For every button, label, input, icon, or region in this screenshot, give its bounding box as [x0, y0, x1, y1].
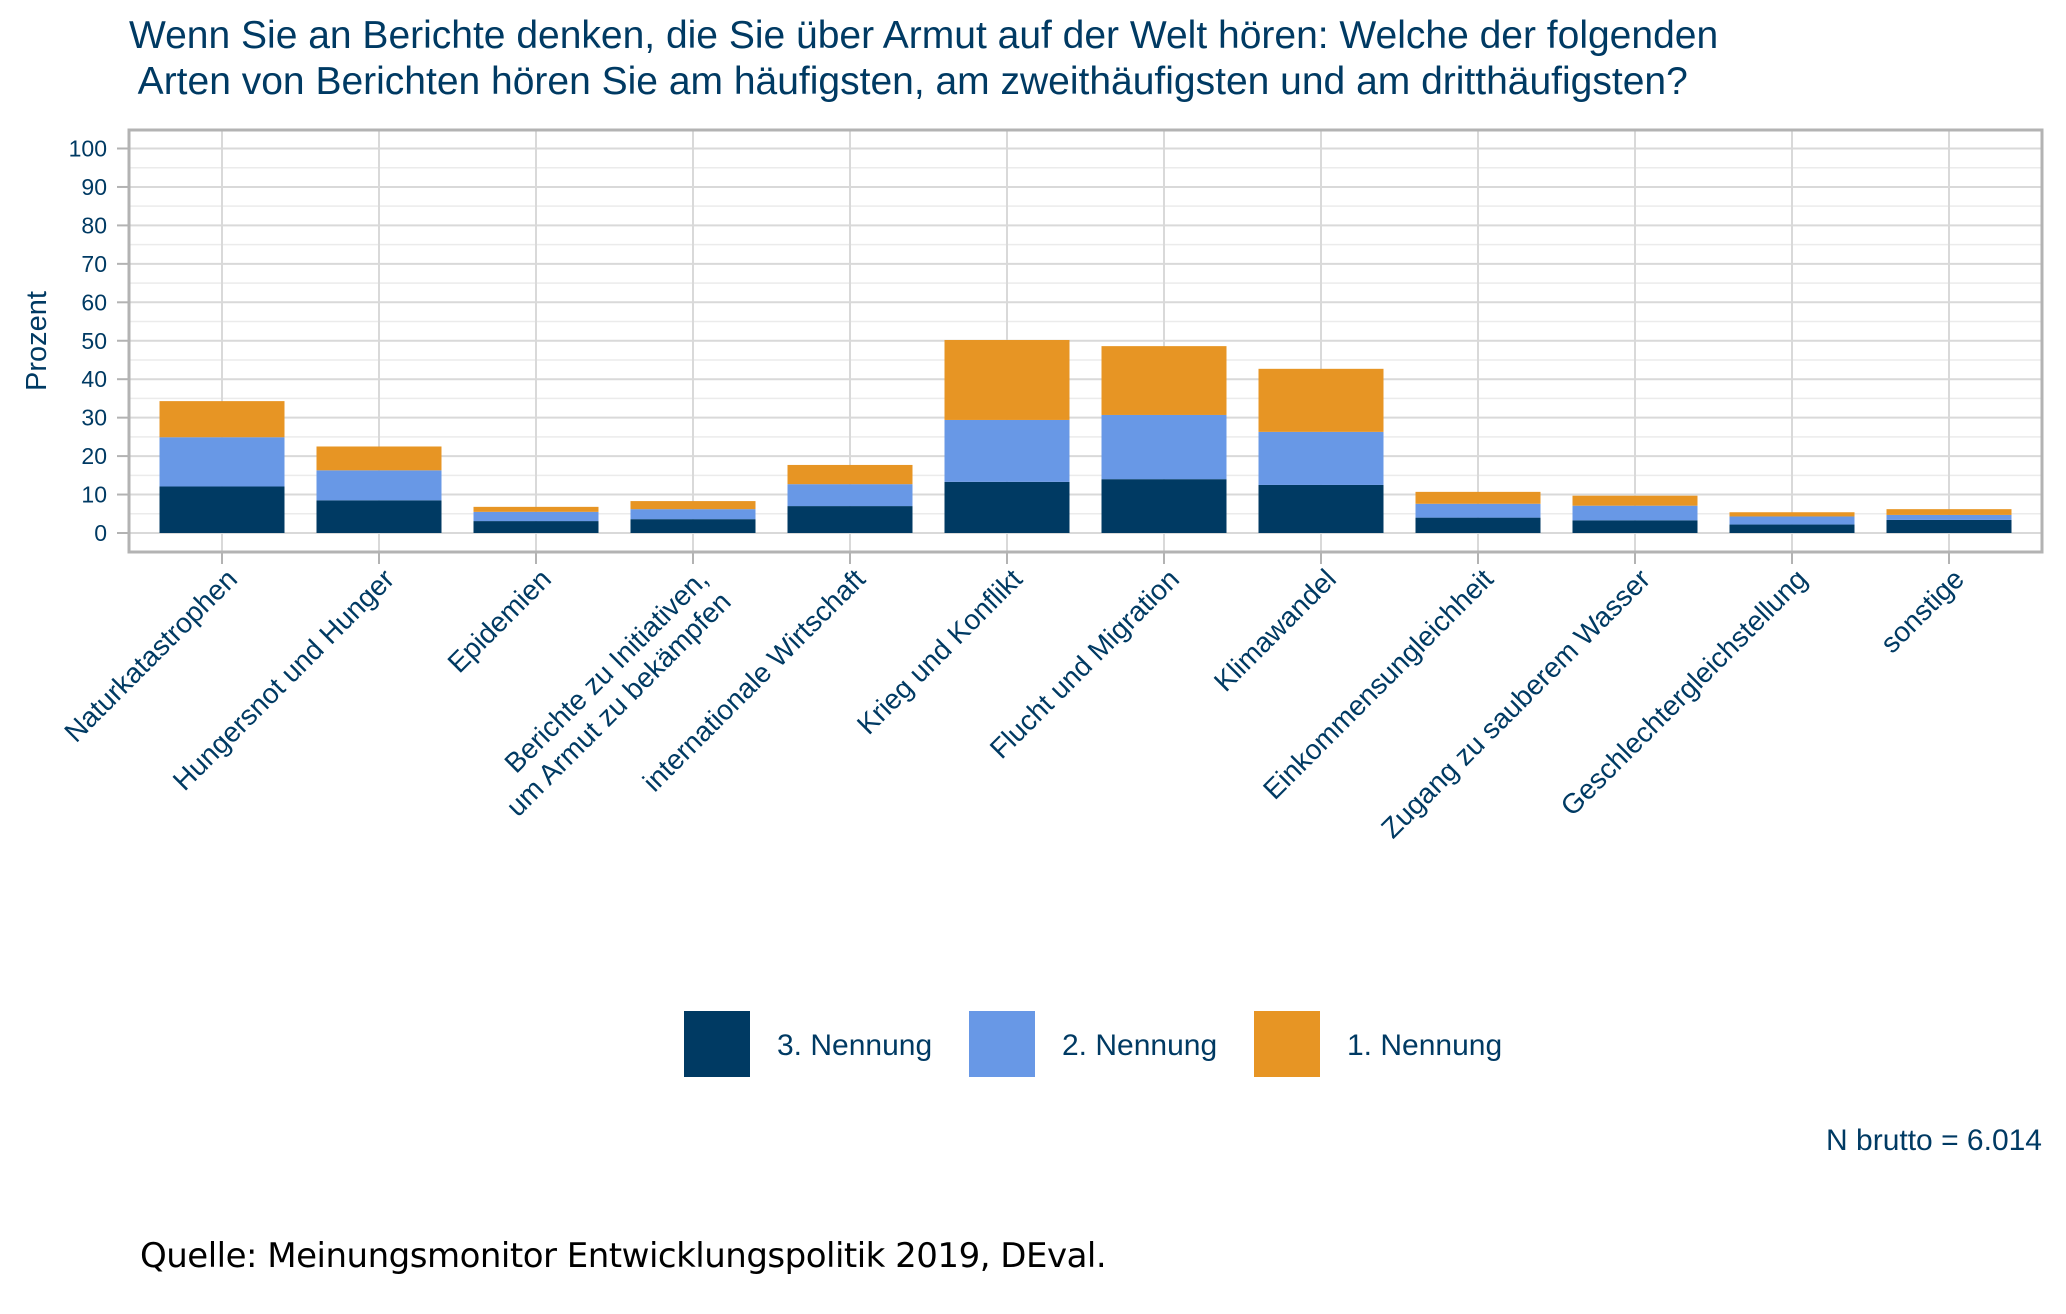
- x-tick-label: Krieg und Konflikt: [851, 563, 1028, 740]
- grid: [129, 130, 2042, 552]
- x-tick-label: sonstige: [1874, 563, 1970, 659]
- legend-swatch: [1254, 1011, 1320, 1077]
- bar-segment-3-nennung: [159, 486, 285, 533]
- bar-segment-3-nennung: [1415, 517, 1541, 533]
- bar-segment-3-nennung: [1101, 479, 1227, 533]
- legend-swatch: [684, 1011, 750, 1077]
- bar-segment-2-nennung: [159, 437, 285, 487]
- bar-segment-2-nennung: [1572, 505, 1698, 521]
- bar-segment-2-nennung: [787, 484, 913, 507]
- y-tick-label: 40: [81, 366, 107, 392]
- x-tick-label: Geschlechtergleichstellung: [1555, 563, 1814, 822]
- bar-segment-1-nennung: [630, 501, 756, 510]
- y-tick-label: 60: [81, 289, 107, 315]
- y-tick-label: 20: [81, 443, 107, 469]
- y-axis-title: Prozent: [21, 291, 53, 391]
- bar-segment-1-nennung: [316, 446, 442, 471]
- x-tick-label: um Armut zu bekämpfen: [500, 586, 737, 823]
- chart-title-line-1: Wenn Sie an Berichte denken, die Sie übe…: [129, 14, 1719, 57]
- x-tick-label-group: sonstige: [1874, 563, 1970, 659]
- bar-segment-2-nennung: [1415, 503, 1541, 518]
- legend-label: 2. Nennung: [1062, 1029, 1217, 1062]
- bars: [159, 339, 2012, 533]
- bar-segment-2-nennung: [1258, 431, 1384, 485]
- bar-segment-1-nennung: [1101, 346, 1227, 415]
- legend-item: 2. Nennung: [969, 1011, 1217, 1077]
- bar-segment-1-nennung: [159, 401, 285, 438]
- y-tick-label: 10: [81, 482, 107, 508]
- y-tick-label: 80: [81, 212, 107, 238]
- y-tick-label: 90: [81, 174, 107, 200]
- bar-segment-1-nennung: [1886, 509, 2012, 515]
- sample-size-note: N brutto = 6.014: [1826, 1124, 2042, 1157]
- bar-segment-3-nennung: [1572, 520, 1698, 533]
- bar-segment-2-nennung: [1729, 516, 1855, 525]
- y-tick-label: 50: [81, 328, 107, 354]
- x-tick-label-group: Naturkatastrophen: [58, 563, 243, 748]
- bar-segment-1-nennung: [787, 464, 913, 485]
- y-tick-label: 100: [69, 136, 107, 162]
- bar-segment-1-nennung: [1729, 512, 1855, 517]
- bar-segment-1-nennung: [1572, 495, 1698, 506]
- bar-segment-2-nennung: [316, 470, 442, 501]
- x-tick-label: Naturkatastrophen: [58, 563, 243, 748]
- bar-segment-2-nennung: [1101, 414, 1227, 480]
- bar-segment-3-nennung: [1886, 519, 2012, 533]
- bar-segment-3-nennung: [630, 519, 756, 533]
- chart-title-line-2: Arten von Berichten hören Sie am häufigs…: [129, 60, 1688, 103]
- x-tick-label-group: Klimawandel: [1208, 563, 1342, 697]
- x-tick-label: Klimawandel: [1208, 563, 1342, 697]
- x-tick-label-group: Zugang zu sauberem Wasser: [1375, 563, 1656, 844]
- legend-swatch: [969, 1011, 1035, 1077]
- legend: 3. Nennung 2. Nennung 1. Nennung: [684, 1011, 1502, 1077]
- x-tick-label-group: Epidemien: [442, 563, 557, 678]
- legend-label: 3. Nennung: [777, 1029, 932, 1062]
- bar-segment-3-nennung: [944, 481, 1070, 533]
- bar-segment-2-nennung: [1886, 514, 2012, 520]
- x-tick-label: Zugang zu sauberem Wasser: [1375, 563, 1656, 844]
- bar-segment-3-nennung: [787, 506, 913, 533]
- legend-item: 1. Nennung: [1254, 1011, 1502, 1077]
- x-tick-label-group: Geschlechtergleichstellung: [1555, 563, 1814, 822]
- source-note: Quelle: Meinungsmonitor Entwicklungspoli…: [140, 1236, 1107, 1276]
- x-tick-label: Epidemien: [442, 563, 557, 678]
- y-tick-label: 70: [81, 251, 107, 277]
- bar-segment-1-nennung: [473, 506, 599, 512]
- bar-segment-3-nennung: [316, 500, 442, 533]
- bar-segment-1-nennung: [1258, 368, 1384, 432]
- y-tick-label: 30: [81, 405, 107, 431]
- legend-item: 3. Nennung: [684, 1011, 932, 1077]
- bar-segment-2-nennung: [944, 419, 1070, 482]
- y-axis: 0 10 20 30 40 50 60 70 80 90 100: [69, 136, 129, 546]
- bar-segment-1-nennung: [1415, 491, 1541, 504]
- bar-segment-2-nennung: [473, 511, 599, 522]
- bar-segment-3-nennung: [1258, 484, 1384, 533]
- legend-label: 1. Nennung: [1347, 1029, 1502, 1062]
- y-tick-label: 0: [94, 520, 107, 546]
- bar-segment-1-nennung: [944, 339, 1070, 420]
- x-tick-label-group: Krieg und Konflikt: [851, 563, 1028, 740]
- bar-segment-3-nennung: [473, 521, 599, 533]
- bar-segment-2-nennung: [630, 509, 756, 520]
- bar-segment-3-nennung: [1729, 524, 1855, 533]
